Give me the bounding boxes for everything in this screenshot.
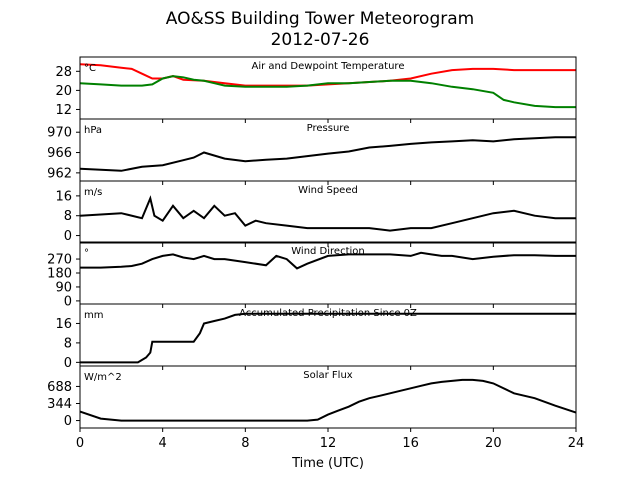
panel-title-temp: Air and Dewpoint Temperature — [252, 61, 405, 72]
y-tick-label-wind_dir: 270 — [47, 253, 72, 268]
y-tick-label-wind_speed: 0 — [64, 229, 72, 244]
x-tick-label: 4 — [159, 436, 167, 451]
y-tick-label-wind_dir: 180 — [47, 267, 72, 282]
x-tick-label: 12 — [320, 436, 337, 451]
unit-label-wind_speed: m/s — [84, 187, 102, 198]
y-tick-label-solar: 0 — [64, 414, 72, 429]
unit-label-precip: mm — [84, 310, 103, 321]
y-tick-label-temp: 12 — [55, 103, 72, 118]
y-tick-label-precip: 8 — [64, 336, 72, 351]
unit-label-pressure: hPa — [84, 125, 102, 136]
y-tick-label-pressure: 966 — [47, 146, 72, 161]
panels-group: Air and Dewpoint Temperature °C 12 20 28 Pres… — [47, 56, 585, 451]
panel-temp: Air and Dewpoint Temperature °C 12 20 28 — [55, 56, 577, 123]
unit-label-solar: W/m^2 — [84, 372, 122, 383]
series-line-temp-1 — [79, 75, 576, 109]
x-tick-label: 16 — [402, 436, 419, 451]
y-tick-label-precip: 16 — [55, 317, 72, 332]
y-tick-label-wind_dir: 0 — [64, 294, 72, 309]
series-line-wind_speed-0 — [79, 195, 576, 232]
panel-title-precip: Accumulated Precipitation Since 0Z — [239, 308, 417, 319]
y-tick-label-precip: 0 — [64, 356, 72, 371]
y-tick-label-solar: 344 — [47, 397, 72, 412]
panel-wind_speed: Wind Speed m/s 0 8 16 — [55, 180, 577, 247]
y-tick-label-pressure: 970 — [47, 126, 72, 141]
panel-pressure: Pressure hPa 962 966 970 — [47, 118, 577, 185]
x-tick-label: 20 — [485, 436, 502, 451]
series-line-solar-0 — [79, 378, 577, 422]
x-tick-label: 24 — [568, 436, 585, 451]
panel-title-wind_speed: Wind Speed — [298, 185, 358, 196]
figure-date: 2012-07-26 — [271, 30, 370, 50]
y-tick-label-wind_speed: 16 — [55, 189, 72, 204]
unit-label-wind_dir: ° — [84, 248, 89, 259]
y-tick-label-solar: 688 — [47, 380, 72, 395]
panel-title-wind_dir: Wind Direction — [291, 246, 365, 257]
y-tick-label-wind_speed: 8 — [64, 209, 72, 224]
x-tick-label: 0 — [76, 436, 84, 451]
series-line-pressure-0 — [79, 136, 576, 172]
panel-title-solar: Solar Flux — [303, 370, 353, 381]
y-tick-label-pressure: 962 — [47, 166, 72, 181]
figure-title: AO&SS Building Tower Meteorogram — [166, 9, 474, 29]
y-tick-label-wind_dir: 90 — [55, 280, 72, 295]
series-line-precip-0 — [80, 312, 576, 364]
panel-solar: Solar Flux W/m^2 0 344 688 0 4 8 12 16 20 24 — [47, 365, 585, 451]
y-tick-label-temp: 20 — [55, 84, 72, 99]
series-line-wind_dir-0 — [80, 251, 576, 270]
x-tick-label: 8 — [241, 436, 249, 451]
panel-title-pressure: Pressure — [307, 123, 350, 134]
y-tick-label-temp: 28 — [55, 65, 72, 80]
unit-label-temp: °C — [84, 63, 96, 74]
x-axis-label: Time (UTC) — [291, 456, 364, 471]
